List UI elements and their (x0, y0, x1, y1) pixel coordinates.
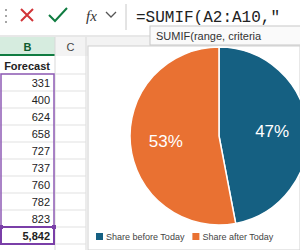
svg-text:=SUMIF(A2:A10,": =SUMIF(A2:A10," (136, 9, 280, 27)
svg-text:400: 400 (32, 94, 50, 106)
svg-text:658: 658 (32, 128, 50, 140)
svg-text:782: 782 (32, 196, 50, 208)
svg-text:727: 727 (32, 145, 50, 157)
svg-text:B: B (24, 41, 32, 53)
svg-text:331: 331 (32, 77, 50, 89)
svg-text:SUMIF(range, criteria: SUMIF(range, criteria (156, 30, 262, 42)
svg-text:47%: 47% (255, 122, 289, 141)
svg-text:624: 624 (32, 111, 50, 123)
svg-text:Forecast: Forecast (4, 60, 50, 72)
svg-text:53%: 53% (149, 132, 183, 151)
svg-text:C: C (67, 41, 75, 53)
svg-text:fx: fx (86, 8, 97, 24)
svg-text:760: 760 (32, 179, 50, 191)
svg-text:Share after Today: Share after Today (202, 232, 273, 242)
svg-text:737: 737 (32, 162, 50, 174)
svg-text:5,842: 5,842 (22, 230, 50, 242)
svg-text:Share before Today: Share before Today (106, 232, 185, 242)
svg-text:823: 823 (32, 213, 50, 225)
